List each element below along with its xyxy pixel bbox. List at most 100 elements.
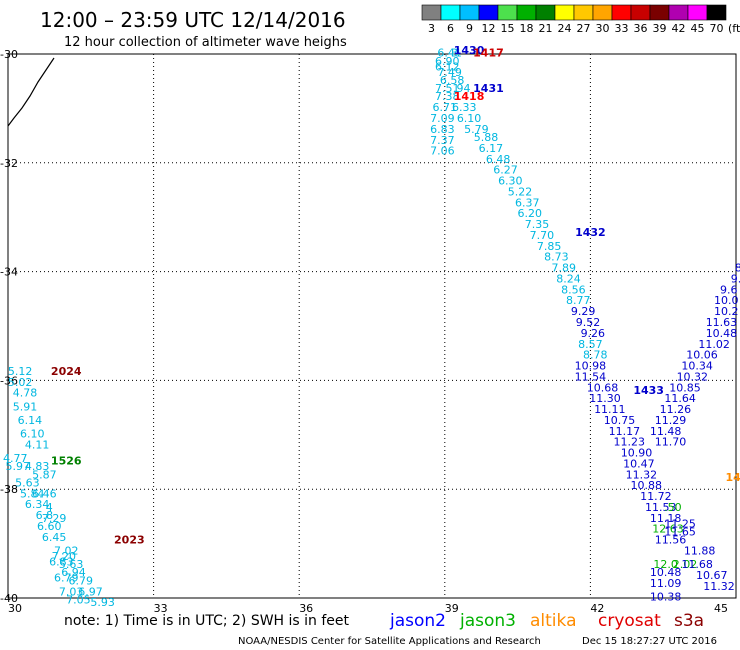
wave-height-label: 5.93 — [90, 596, 115, 609]
map-subtitle: 12 hour collection of altimeter wave hei… — [64, 35, 347, 50]
satellite-name: s3a — [674, 611, 704, 631]
legend-value: 36 — [634, 22, 648, 35]
wave-height-label: 9.52 — [576, 316, 601, 329]
wave-height-label: 10.32 — [677, 370, 709, 383]
legend-value: 42 — [672, 22, 686, 35]
wave-height-label: 4.78 — [13, 387, 38, 400]
wave-height-label: 6.45 — [42, 531, 67, 544]
wave-height-label: 6.20 — [517, 207, 542, 220]
footer-credit: NOAA/NESDIS Center for Satellite Applica… — [238, 636, 541, 647]
wave-height-label: 7.35 — [525, 218, 550, 231]
pass-label: 2023 — [114, 534, 145, 547]
wave-height-label: 8 — [735, 262, 740, 275]
lat-tick-label: -32 — [0, 157, 18, 170]
map-title: 12:00 – 23:59 UTC 12/14/2016 — [40, 8, 346, 32]
wave-height-label: 8.73 — [544, 251, 569, 264]
legend-swatch — [573, 4, 594, 21]
legend-value: 24 — [558, 22, 572, 35]
wave-height-label: 7.51 — [435, 82, 460, 95]
wave-height-label: 11.02 — [698, 338, 730, 351]
wave-height-label: 4.83 — [25, 460, 50, 473]
wave-height-label: 11.48 — [650, 425, 682, 438]
wave-height-label: 11.29 — [655, 414, 687, 427]
wave-height-label: 6.79 — [69, 574, 94, 587]
wave-height-label: 11.54 — [575, 370, 607, 383]
wave-height-label: 7.20 — [52, 550, 77, 563]
pass-label: 1526 — [51, 455, 82, 468]
legend-value: 45 — [691, 22, 705, 35]
wave-height-label: 11.26 — [660, 403, 692, 416]
wave-height-label: 12.63 — [652, 523, 684, 536]
wave-height-label: 6.14 — [18, 414, 43, 427]
pass-label: 1433 — [633, 384, 664, 397]
wave-height-label: 6.10 — [20, 428, 45, 441]
wave-height-label: 7.70 — [530, 229, 555, 242]
lat-tick-label: -34 — [0, 266, 18, 279]
legend-swatch — [687, 4, 708, 21]
wave-height-label: 11.30 — [589, 392, 621, 405]
wave-height-label: 7.49 — [437, 66, 462, 79]
wave-height-label: 8.77 — [566, 294, 591, 307]
legend-swatch — [459, 4, 480, 21]
wave-height-label: 11.88 — [684, 544, 716, 557]
legend-swatch — [478, 4, 499, 21]
footer-timestamp: Dec 15 18:27:27 UTC 2016 — [582, 636, 717, 647]
wave-height-label: 10.67 — [696, 569, 728, 582]
legend-value: 39 — [653, 22, 667, 35]
wave-height-label: 5.97 — [5, 460, 30, 473]
wave-height-label: 11.18 — [650, 512, 682, 525]
satellite-name: jason2 — [389, 611, 446, 631]
wave-height-label: 5.88 — [474, 131, 499, 144]
wave-height-label: 6.83 — [49, 555, 74, 568]
wave-height-label: 6.17 — [479, 142, 504, 155]
wave-height-label: 11.70 — [655, 436, 687, 449]
wave-height-label: 7.89 — [551, 262, 576, 275]
wave-height-label: 5.84 — [20, 487, 45, 500]
wave-height-label: 5.91 — [13, 400, 38, 413]
wave-height-label: 9.6 — [720, 283, 738, 296]
wave-height-label: 5.63 — [15, 476, 40, 489]
legend-value: 12 — [482, 22, 496, 35]
wave-height-label: 7.29 — [42, 512, 67, 525]
satellite-name: altika — [530, 611, 577, 631]
wave-height-label: 4.11 — [25, 438, 50, 451]
wave-height-label: 11.64 — [664, 392, 696, 405]
lon-tick-label: 36 — [299, 602, 313, 615]
wave-height-label: 10.2 — [714, 305, 739, 318]
legend-swatch — [611, 4, 632, 21]
pass-label: 1440 — [726, 471, 740, 484]
wave-height-label: 7.06 — [430, 145, 455, 158]
wave-height-label: 10.38 — [650, 591, 682, 604]
wave-height-label: 5.22 — [508, 185, 533, 198]
wave-height-label: 11.68 — [681, 558, 713, 571]
wave-height-label: 10.68 — [587, 381, 619, 394]
wave-height-label: 10.47 — [623, 457, 655, 470]
pass-label: 1431 — [473, 82, 504, 95]
wave-height-label: 2.02 — [673, 558, 698, 571]
legend-swatch — [516, 4, 537, 21]
wave-height-label: 5.87 — [32, 468, 57, 481]
wave-height-label: 5.02 — [8, 376, 33, 389]
legend-swatch — [440, 4, 461, 21]
legend-value: 27 — [577, 22, 591, 35]
wave-height-label: 7.38 — [435, 90, 460, 103]
legend-unit: (ft) — [728, 22, 740, 35]
wave-height-label: 4.77 — [3, 452, 28, 465]
wave-height-label: 8.78 — [583, 349, 608, 362]
wave-height-label: 5.12 — [8, 365, 33, 378]
wave-height-label: 6.34 — [25, 498, 50, 511]
wave-height-label: 6.90 — [435, 55, 460, 68]
pass-label: 1417 — [473, 47, 504, 60]
lon-tick-label: 30 — [8, 602, 22, 615]
lon-tick-label: 45 — [714, 602, 728, 615]
coastline — [7, 57, 55, 127]
wave-height-label: 6.10 — [457, 112, 482, 125]
legend-value: 15 — [501, 22, 515, 35]
wave-height-label: 11.17 — [609, 425, 641, 438]
lon-tick-label: 42 — [590, 602, 604, 615]
wave-height-label: 12.0 — [653, 558, 678, 571]
wave-height-label: 9.29 — [571, 305, 596, 318]
wave-height-label: 6.27 — [493, 164, 518, 177]
wave-height-label: 10.90 — [621, 447, 653, 460]
wave-height-label: 4 — [46, 501, 53, 514]
